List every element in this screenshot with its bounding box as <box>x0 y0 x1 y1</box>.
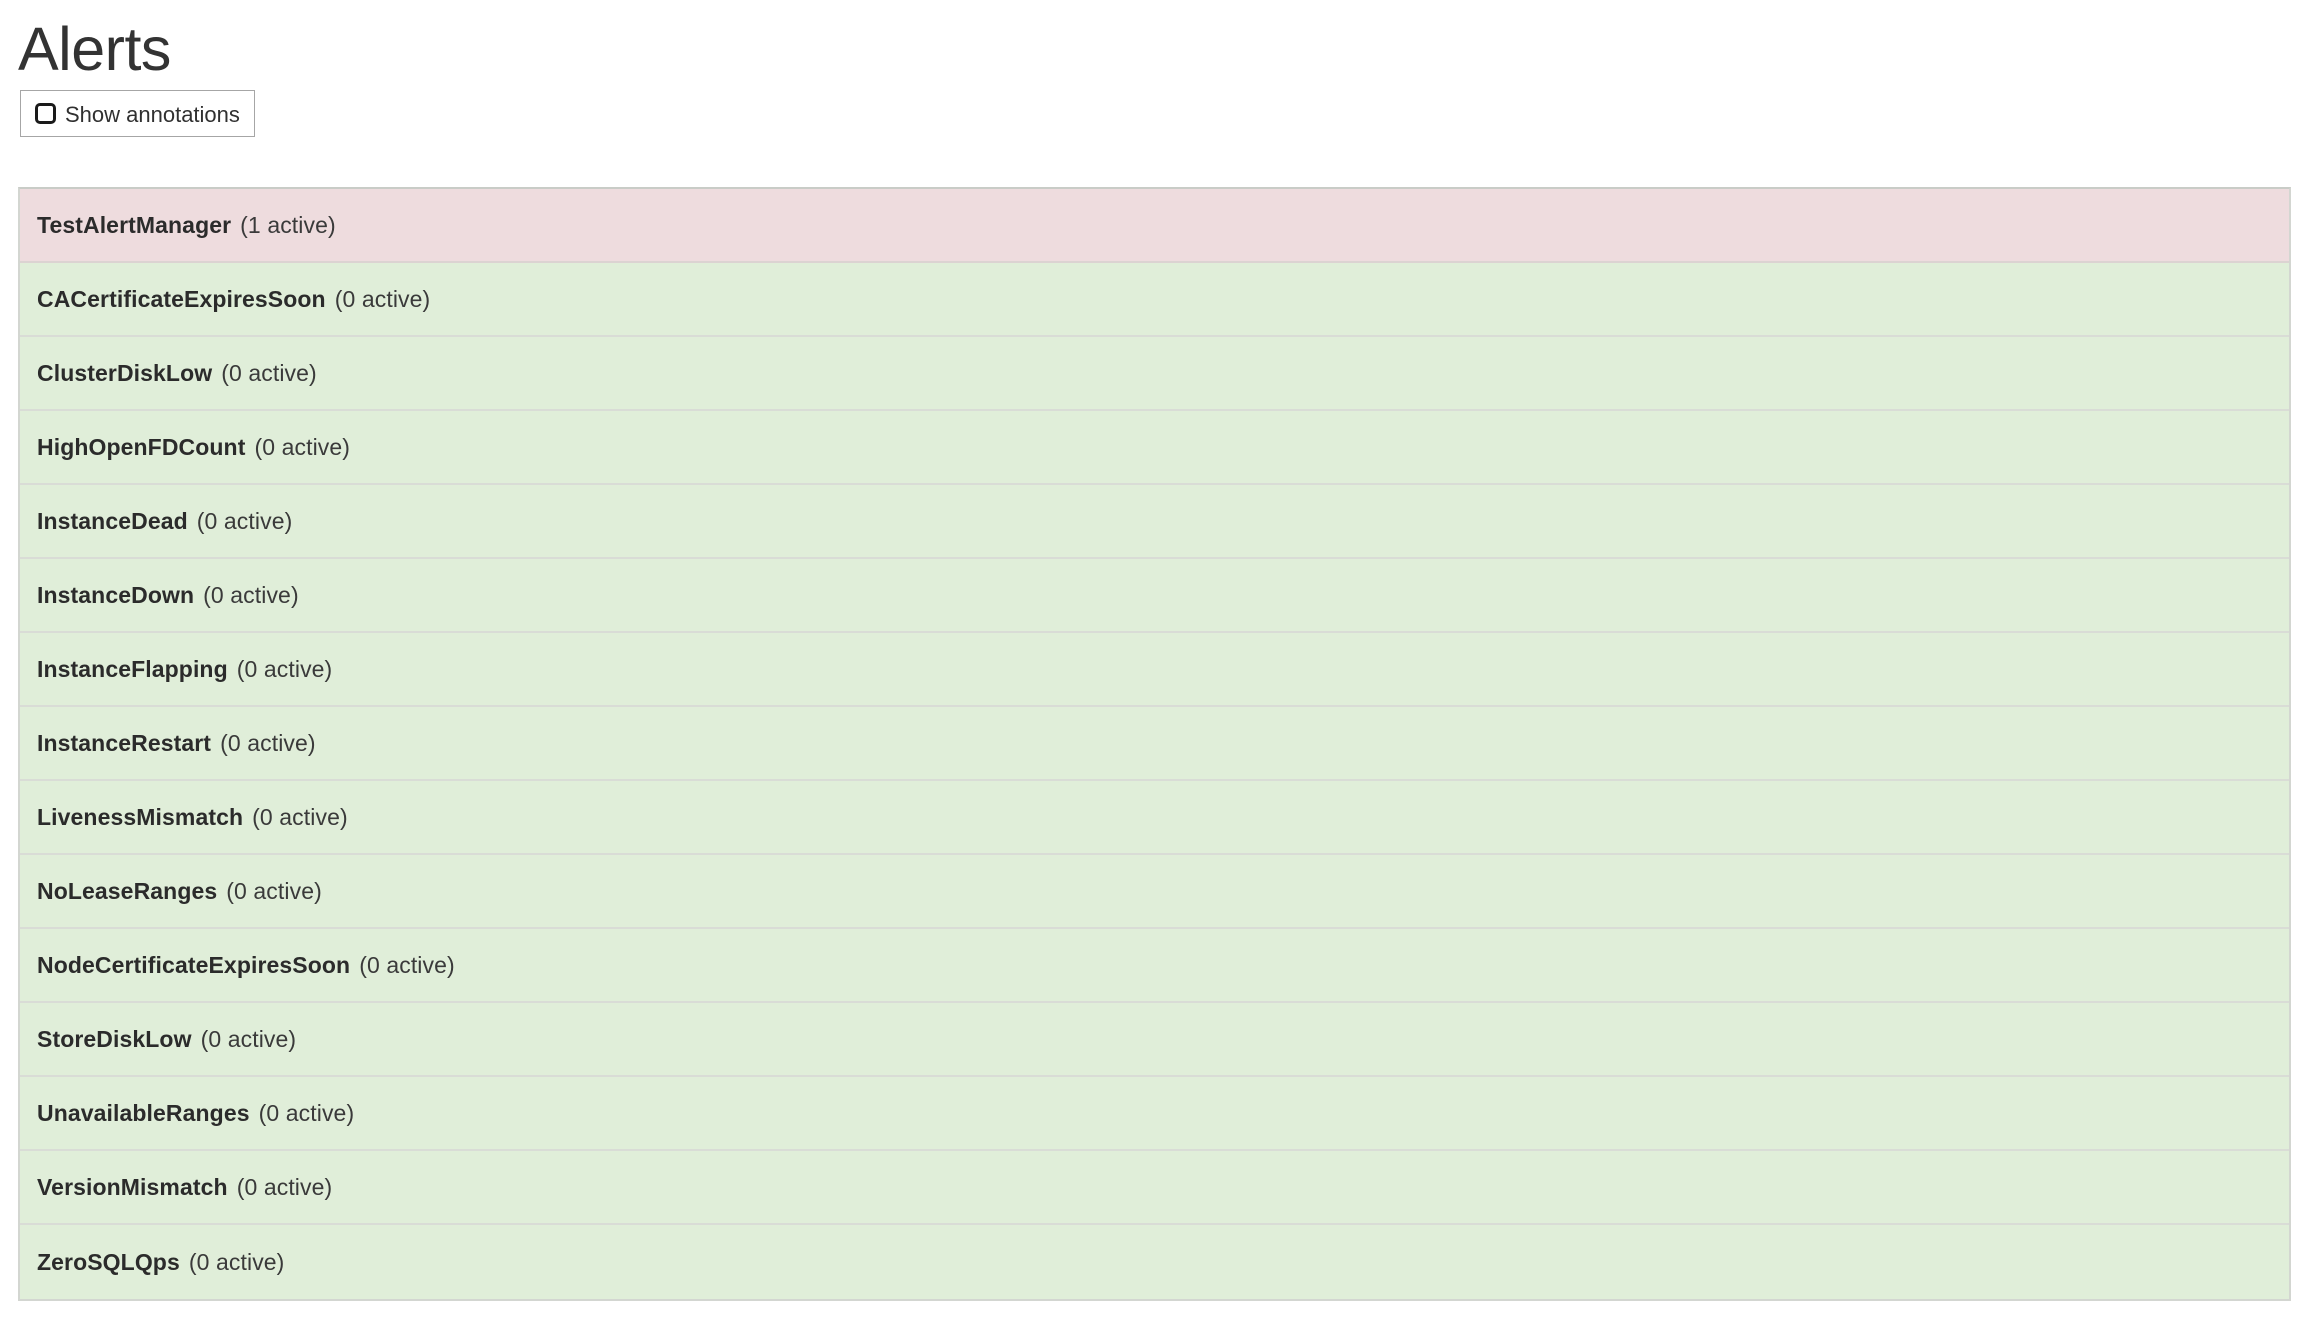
alert-row[interactable]: InstanceRestart (0 active) <box>20 707 2289 781</box>
alert-row[interactable]: CACertificateExpiresSoon (0 active) <box>20 263 2289 337</box>
alert-row[interactable]: VersionMismatch (0 active) <box>20 1151 2289 1225</box>
alert-row[interactable]: NoLeaseRanges (0 active) <box>20 855 2289 929</box>
alert-name: LivenessMismatch <box>37 803 244 830</box>
alert-name: CACertificateExpiresSoon <box>37 285 326 312</box>
alert-row[interactable]: InstanceDead (0 active) <box>20 485 2289 559</box>
alert-active-count: (0 active) <box>258 1099 355 1126</box>
alert-name: ClusterDiskLow <box>37 359 213 386</box>
alert-row[interactable]: InstanceDown (0 active) <box>20 559 2289 633</box>
alert-row[interactable]: StoreDiskLow (0 active) <box>20 1003 2289 1077</box>
alert-active-count: (0 active) <box>221 359 317 386</box>
alert-row[interactable]: LivenessMismatch (0 active) <box>20 781 2289 855</box>
toolbar: Show annotations <box>0 84 2312 137</box>
alert-active-count: (0 active) <box>236 1173 333 1200</box>
alert-name: NodeCertificateExpiresSoon <box>37 951 351 978</box>
alert-row[interactable]: HighOpenFDCount (0 active) <box>20 411 2289 485</box>
alert-active-count: (0 active) <box>220 729 316 756</box>
alert-row[interactable]: UnavailableRanges (0 active) <box>20 1077 2289 1151</box>
alerts-list: TestAlertManager (1 active) CACertificateE… <box>18 187 2291 1301</box>
alert-name: NoLeaseRanges <box>37 877 218 904</box>
alert-active-count: (0 active) <box>188 1248 285 1275</box>
show-annotations-label: Show annotations <box>65 101 240 127</box>
alert-name: InstanceRestart <box>37 729 212 756</box>
alert-row[interactable]: ClusterDiskLow (0 active) <box>20 337 2289 411</box>
alert-name: InstanceFlapping <box>37 655 228 682</box>
alert-row[interactable]: NodeCertificateExpiresSoon (0 active) <box>20 929 2289 1003</box>
alert-row[interactable]: ZeroSQLQps (0 active) <box>20 1225 2289 1299</box>
alert-active-count: (0 active) <box>254 433 351 460</box>
alert-active-count: (1 active) <box>240 211 336 238</box>
alert-active-count: (0 active) <box>252 803 348 830</box>
alert-name: VersionMismatch <box>37 1173 228 1200</box>
alert-name: InstanceDown <box>37 581 195 608</box>
alert-row[interactable]: InstanceFlapping (0 active) <box>20 633 2289 707</box>
alert-active-count: (0 active) <box>196 507 293 534</box>
alert-active-count: (0 active) <box>203 581 299 608</box>
alert-active-count: (0 active) <box>334 285 431 312</box>
alert-name: StoreDiskLow <box>37 1025 192 1052</box>
alert-active-count: (0 active) <box>200 1025 297 1052</box>
show-annotations-button[interactable]: Show annotations <box>20 90 255 137</box>
alert-name: HighOpenFDCount <box>37 433 246 460</box>
alert-name: ZeroSQLQps <box>37 1248 180 1275</box>
alert-name: TestAlertManager <box>37 211 232 238</box>
alert-row[interactable]: TestAlertManager (1 active) <box>20 189 2289 263</box>
alert-name: UnavailableRanges <box>37 1099 250 1126</box>
alert-active-count: (0 active) <box>226 877 322 904</box>
unchecked-square-icon <box>35 103 56 124</box>
alert-name: InstanceDead <box>37 507 188 534</box>
page-title: Alerts <box>18 15 171 83</box>
alert-active-count: (0 active) <box>236 655 333 682</box>
alert-active-count: (0 active) <box>359 951 455 978</box>
